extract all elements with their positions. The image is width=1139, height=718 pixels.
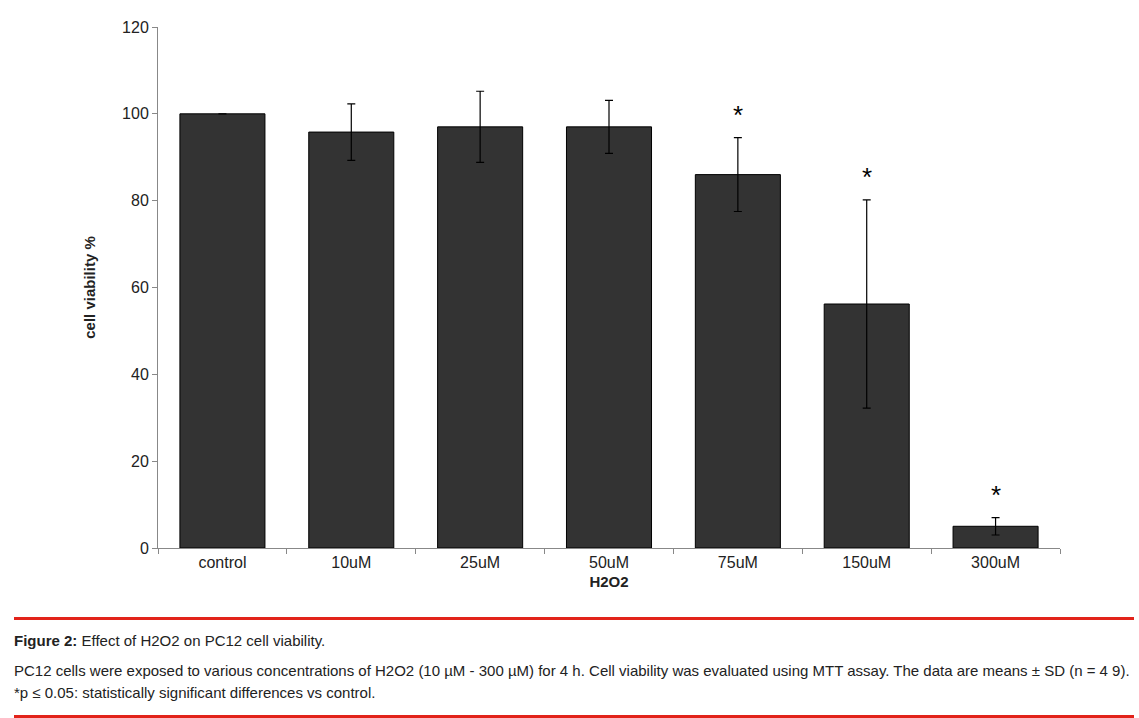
- svg-text:control: control: [198, 554, 246, 571]
- svg-text:60: 60: [131, 279, 149, 296]
- svg-text:100: 100: [122, 105, 149, 122]
- svg-text:40: 40: [131, 366, 149, 383]
- svg-text:20: 20: [131, 453, 149, 470]
- svg-text:H2O2: H2O2: [589, 573, 628, 590]
- svg-text:120: 120: [122, 19, 149, 36]
- svg-text:300uM: 300uM: [971, 554, 1020, 571]
- svg-text:*: *: [991, 480, 1001, 510]
- svg-text:75uM: 75uM: [718, 554, 758, 571]
- svg-text:25uM: 25uM: [460, 554, 500, 571]
- svg-text:50uM: 50uM: [589, 554, 629, 571]
- svg-text:10uM: 10uM: [331, 554, 371, 571]
- svg-text:cell viability %: cell viability %: [81, 236, 98, 339]
- svg-text:*: *: [862, 162, 872, 192]
- svg-text:80: 80: [131, 192, 149, 209]
- svg-text:150uM: 150uM: [842, 554, 891, 571]
- svg-text:*: *: [733, 100, 743, 130]
- html-text:PC12 cells were exposed to var: PC12 cells were exposed to various conce…: [14, 661, 1130, 701]
- html-text:Figure 2: Effect of H2O2 on PC: Figure 2: Effect of H2O2 on PC12 cell vi…: [14, 632, 326, 649]
- svg-text:0: 0: [140, 540, 149, 557]
